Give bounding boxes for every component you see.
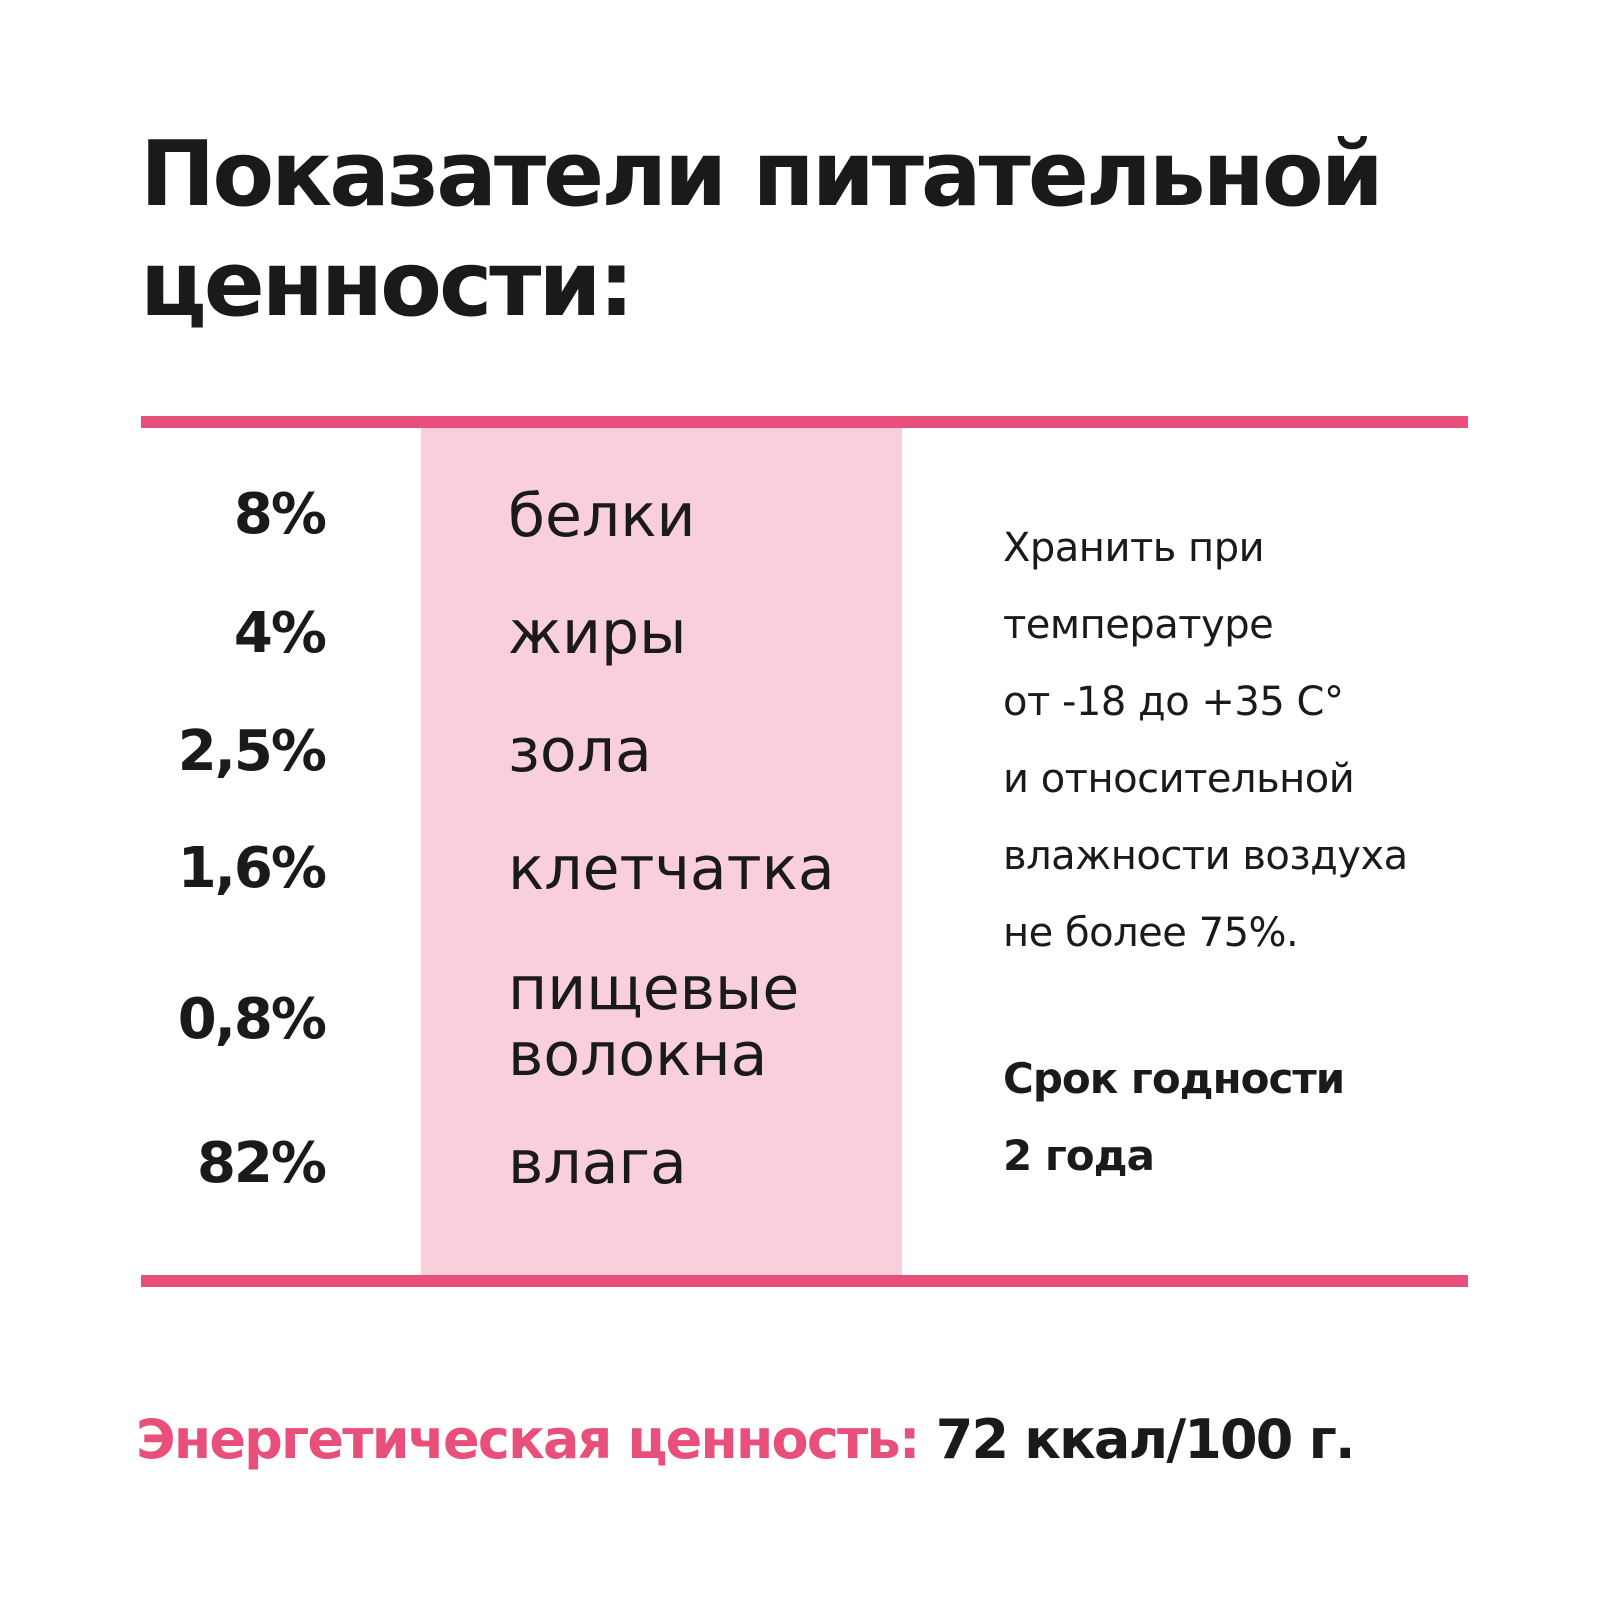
nutrient-value-moisture: 82%	[196, 1131, 327, 1196]
nutrient-name-dietary-fiber-line-2: волокна	[508, 1020, 768, 1090]
nutrient-value-fat: 4%	[233, 601, 327, 666]
shelf-life: Срок годности 2 года	[1003, 1040, 1483, 1194]
nutrient-name-protein: белки	[508, 481, 696, 551]
nutrient-value-dietary-fiber: 0,8%	[177, 987, 327, 1052]
page-title: Показатели питательной ценности:	[140, 120, 1480, 340]
storage-line: влажности воздуха	[1003, 833, 1408, 879]
storage-line: от -18 до +35 С°	[1003, 679, 1344, 725]
storage-conditions: Хранить при температуре от -18 до +35 С°…	[1003, 510, 1483, 972]
nutrient-name-fiber: клетчатка	[508, 834, 835, 904]
storage-line: не более 75%.	[1003, 910, 1299, 956]
nutrient-name-ash: зола	[508, 716, 652, 786]
energy-amount: 72 ккал/100 г.	[935, 1408, 1356, 1471]
shelf-life-value: 2 года	[1003, 1131, 1155, 1180]
top-divider	[141, 416, 1468, 428]
energy-value-line: Энергетическая ценность: 72 ккал/100 г.	[136, 1400, 1356, 1480]
nutrient-name-fat: жиры	[508, 598, 687, 668]
shelf-life-label: Срок годности	[1003, 1054, 1345, 1103]
nutrient-value-protein: 8%	[233, 482, 327, 547]
nutrient-name-dietary-fiber-line-1: пищевые	[508, 954, 800, 1024]
nutrient-name-moisture: влага	[508, 1128, 687, 1198]
nutrient-value-fiber: 1,6%	[177, 836, 327, 901]
title-line-2: ценности:	[140, 232, 635, 337]
title-line-1: Показатели питательной	[140, 122, 1384, 227]
storage-line: и относительной	[1003, 756, 1355, 802]
storage-line: Хранить при	[1003, 525, 1265, 571]
nutrient-value-ash: 2,5%	[177, 719, 327, 784]
energy-label: Энергетическая ценность:	[136, 1408, 920, 1471]
storage-line: температуре	[1003, 602, 1274, 648]
nutrient-names-column	[421, 428, 902, 1275]
bottom-divider	[141, 1275, 1468, 1287]
